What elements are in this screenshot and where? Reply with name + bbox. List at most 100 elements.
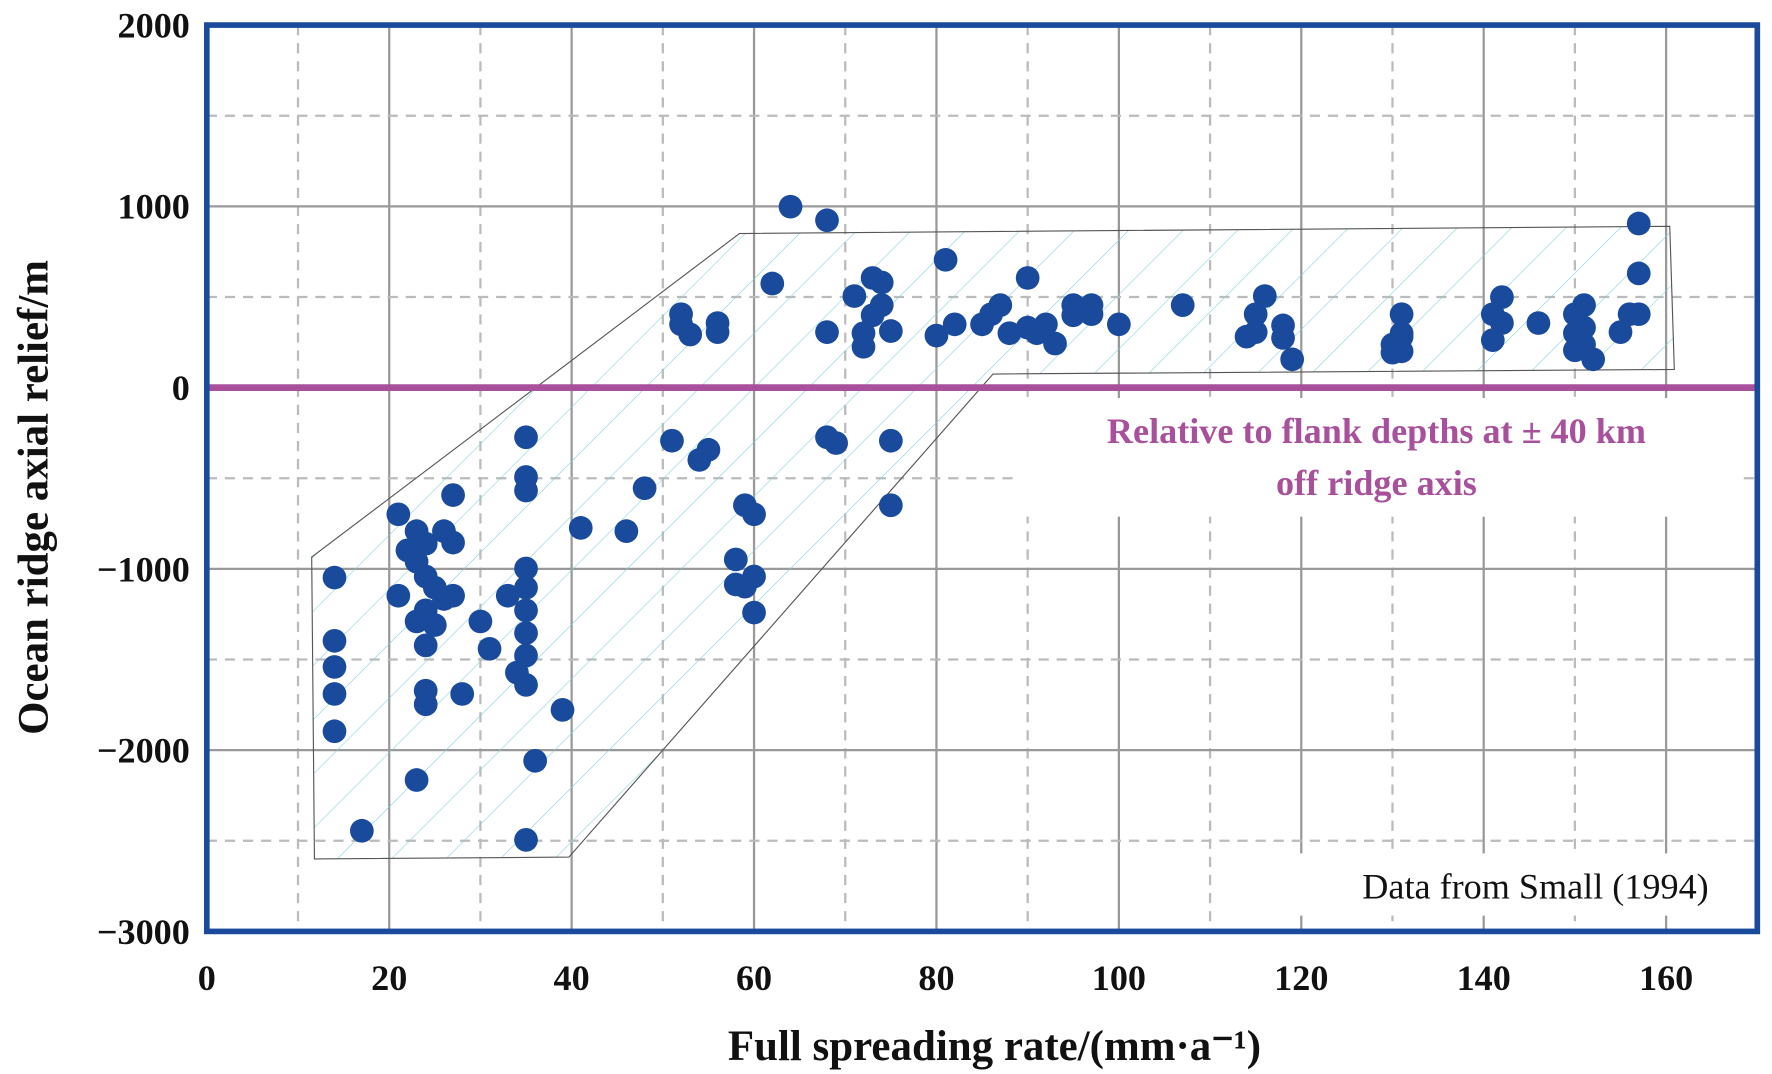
data-point xyxy=(441,483,465,507)
y-tick-label: 1000 xyxy=(118,187,190,227)
y-tick-label: −1000 xyxy=(97,549,190,589)
data-point xyxy=(322,628,347,653)
data-point xyxy=(1526,311,1551,335)
data-point xyxy=(514,598,538,623)
x-axis-title: Full spreading rate/(mm·a⁻¹) xyxy=(728,1023,1261,1070)
data-point xyxy=(815,320,839,344)
data-point xyxy=(723,547,748,572)
data-point xyxy=(869,293,894,317)
data-point xyxy=(851,334,876,359)
data-point xyxy=(413,633,438,658)
data-point xyxy=(386,502,411,527)
y-tick-label: 2000 xyxy=(118,5,190,45)
data-point xyxy=(413,531,438,556)
data-point xyxy=(514,575,538,600)
data-point xyxy=(568,516,593,540)
data-point xyxy=(514,478,538,503)
data-point xyxy=(1490,311,1514,335)
data-point xyxy=(514,425,538,450)
x-tick-label: 120 xyxy=(1274,958,1328,998)
data-point xyxy=(322,565,347,590)
data-point xyxy=(1572,293,1596,317)
data-point xyxy=(1626,261,1651,286)
data-point xyxy=(495,583,520,608)
x-tick-label: 40 xyxy=(554,958,590,998)
data-point xyxy=(614,519,639,544)
data-point xyxy=(742,600,766,625)
data-point xyxy=(933,247,958,272)
data-point xyxy=(1581,347,1606,372)
data-point xyxy=(632,476,657,501)
data-point xyxy=(477,636,502,661)
data-point xyxy=(422,613,447,637)
data-point xyxy=(696,437,721,462)
data-point xyxy=(815,208,839,233)
x-tick-label: 60 xyxy=(736,958,772,998)
annotation-background xyxy=(1017,397,1741,517)
x-tick-label: 140 xyxy=(1457,958,1511,998)
data-point xyxy=(1626,211,1651,236)
data-point xyxy=(942,312,967,337)
data-point xyxy=(514,643,538,668)
data-point xyxy=(878,493,903,518)
data-point xyxy=(1271,326,1295,350)
y-tick-label: −2000 xyxy=(97,731,190,771)
data-point xyxy=(1490,285,1514,310)
data-point xyxy=(733,574,757,599)
data-point xyxy=(1243,302,1268,327)
data-point xyxy=(924,323,949,348)
data-point xyxy=(1280,347,1305,372)
data-point xyxy=(322,719,347,744)
data-point xyxy=(678,322,703,347)
data-point xyxy=(1170,293,1195,317)
data-point xyxy=(1015,266,1040,290)
tick-labels: 0 20 40 60 80 100 120 140 160 2000 1000 0 −1000 −2000… xyxy=(97,5,1693,998)
data-point xyxy=(660,428,684,453)
x-tick-label: 100 xyxy=(1092,958,1146,998)
data-point xyxy=(878,428,903,453)
y-axis-title: Ocean ridge axial relief/m xyxy=(10,260,57,735)
data-point xyxy=(404,768,429,792)
data-point xyxy=(450,682,475,706)
data-point xyxy=(1107,312,1131,337)
x-tick-label: 0 xyxy=(198,958,216,998)
plot-frame xyxy=(203,22,1761,935)
data-point xyxy=(386,583,411,608)
data-point xyxy=(997,321,1022,346)
data-point xyxy=(441,530,465,555)
data-point xyxy=(1572,315,1596,340)
data-point xyxy=(869,270,894,295)
data-point xyxy=(988,293,1013,317)
data-point xyxy=(1034,312,1058,337)
data-point xyxy=(1243,320,1268,344)
data-point xyxy=(413,692,438,717)
data-point xyxy=(523,748,548,773)
data-point xyxy=(514,827,538,852)
data-point xyxy=(322,682,347,706)
data-point xyxy=(778,194,803,219)
data-point xyxy=(514,621,538,645)
data-point xyxy=(1079,302,1104,327)
data-point xyxy=(514,556,538,581)
data-point xyxy=(1389,302,1414,327)
data-point xyxy=(1061,303,1086,328)
data-point xyxy=(878,319,903,343)
annotation-line-2: off ridge axis xyxy=(1276,463,1477,503)
data-point xyxy=(842,284,867,308)
data-point xyxy=(468,609,493,634)
source-note-background xyxy=(1260,853,1724,916)
data-point xyxy=(441,583,465,608)
data-point xyxy=(1608,320,1633,344)
data-point xyxy=(322,655,347,679)
x-tick-label: 160 xyxy=(1639,958,1693,998)
x-tick-label: 20 xyxy=(371,958,407,998)
data-point xyxy=(1626,302,1651,327)
data-point xyxy=(705,320,730,344)
data-point xyxy=(1389,339,1414,364)
data-point xyxy=(514,673,538,697)
data-point xyxy=(760,271,785,296)
data-point xyxy=(1252,284,1277,308)
x-tick-label: 80 xyxy=(918,958,954,998)
data-point xyxy=(550,698,575,722)
